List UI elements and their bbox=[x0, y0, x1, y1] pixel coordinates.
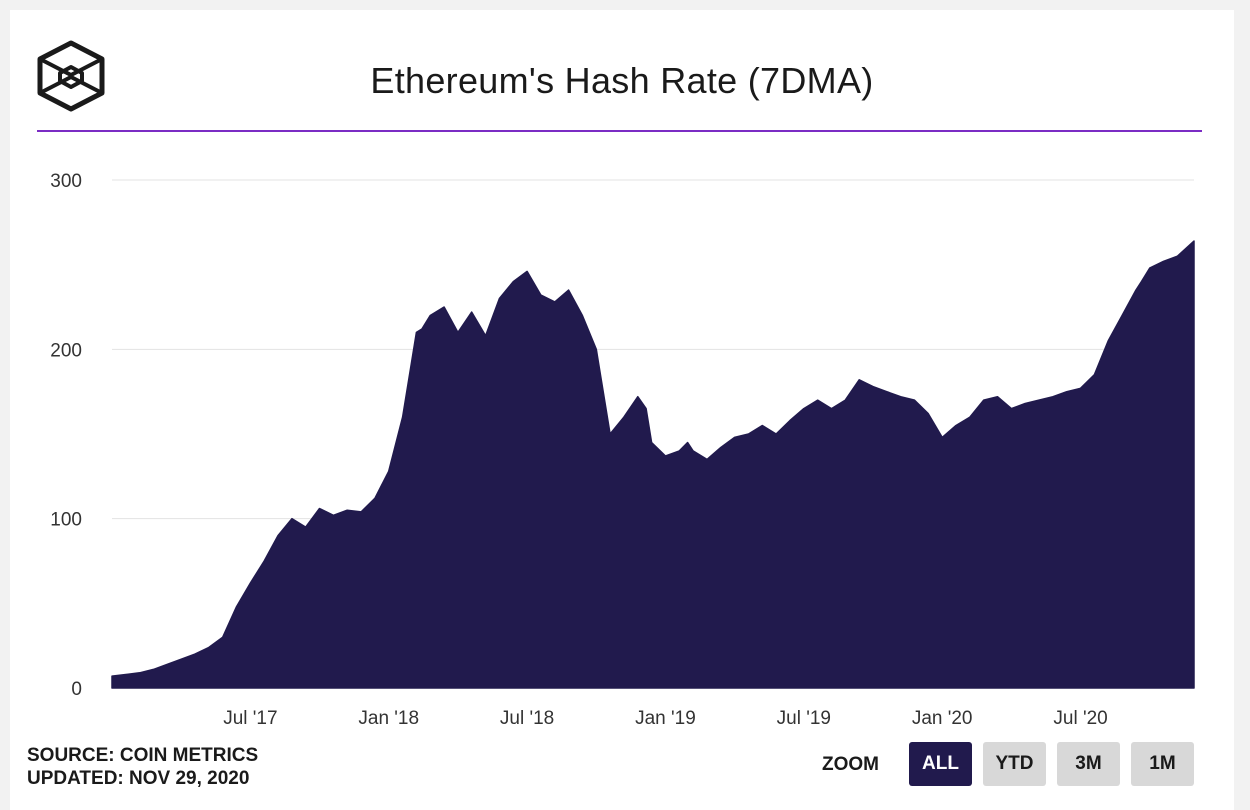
x-tick-label: Jul '18 bbox=[500, 708, 554, 729]
x-tick-label: Jan '18 bbox=[358, 708, 419, 729]
area-series bbox=[111, 240, 1195, 689]
y-tick-label: 0 bbox=[71, 679, 82, 700]
chart-title: Ethereum's Hash Rate (7DMA) bbox=[370, 60, 874, 101]
hash-rate-area bbox=[111, 240, 1195, 689]
x-tick-label: Jan '19 bbox=[635, 708, 696, 729]
y-tick-label: 300 bbox=[50, 171, 82, 192]
x-tick-label: Jul '19 bbox=[777, 708, 831, 729]
zoom-ytd-button[interactable]: YTD bbox=[983, 742, 1046, 786]
source-info: SOURCE: COIN METRICS UPDATED: NOV 29, 20… bbox=[27, 744, 258, 790]
source-label: SOURCE: COIN METRICS bbox=[27, 745, 259, 766]
updated-label: UPDATED: NOV 29, 2020 bbox=[27, 768, 250, 789]
x-tick-label: Jul '17 bbox=[223, 708, 277, 729]
x-tick-label: Jul '20 bbox=[1053, 708, 1107, 729]
title-divider bbox=[37, 130, 1202, 132]
y-tick-label: 100 bbox=[50, 510, 82, 531]
x-tick-label: Jan '20 bbox=[912, 708, 973, 729]
zoom-label: ZOOM bbox=[822, 754, 879, 775]
y-tick-label: 200 bbox=[50, 340, 82, 361]
y-axis: 0 100 200 300 bbox=[50, 171, 82, 700]
x-axis: Jul '17 Jan '18 Jul '18 Jan '19 Jul '19 Jan '… bbox=[223, 708, 1108, 729]
zoom-3m-button[interactable]: 3M bbox=[1057, 742, 1120, 786]
coin-metrics-logo-icon bbox=[37, 40, 105, 112]
zoom-1m-button[interactable]: 1M bbox=[1131, 742, 1194, 786]
zoom-all-button[interactable]: ALL bbox=[909, 742, 972, 786]
